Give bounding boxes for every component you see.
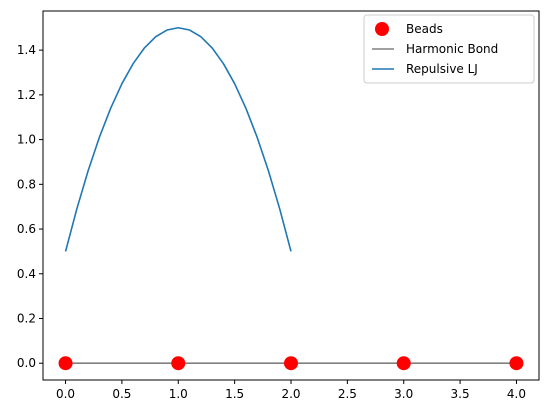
bead-marker — [171, 356, 186, 371]
legend-swatch-marker — [375, 22, 389, 36]
legend-label: Beads — [406, 22, 443, 36]
y-tick-label: 1.4 — [17, 43, 36, 57]
bead-marker — [509, 356, 524, 371]
y-tick-label: 0.6 — [17, 222, 36, 236]
x-tick-label: 0.5 — [112, 387, 131, 401]
x-axis: 0.0 0.5 1.0 1.5 2.0 2.5 3.0 3.5 4.0 — [56, 380, 526, 401]
x-tick-label: 2.0 — [281, 387, 300, 401]
bead-marker — [58, 356, 73, 371]
y-axis: 0.0 0.2 0.4 0.6 0.8 1.0 1.2 1.4 — [17, 43, 43, 370]
plot-area — [58, 26, 524, 371]
legend-box — [363, 14, 535, 84]
x-tick-label: 3.0 — [394, 387, 413, 401]
y-tick-label: 1.2 — [17, 88, 36, 102]
y-tick-label: 0.4 — [17, 267, 36, 281]
y-tick-label: 0.2 — [17, 312, 36, 326]
y-tick-label: 1.0 — [17, 133, 36, 147]
x-tick-label: 2.5 — [338, 387, 357, 401]
x-tick-label: 1.5 — [225, 387, 244, 401]
bead-marker — [284, 356, 298, 371]
legend-label: Repulsive LJ — [406, 62, 478, 76]
y-tick-label: 0.0 — [17, 356, 36, 370]
legend: Beads Harmonic Bond Repulsive LJ — [363, 14, 535, 84]
x-tick-label: 1.0 — [169, 387, 188, 401]
x-tick-label: 4.0 — [507, 387, 526, 401]
bead-marker — [396, 356, 411, 371]
series-line-repulsive-lj — [64, 26, 292, 252]
x-tick-label: 3.5 — [451, 387, 470, 401]
x-tick-label: 0.0 — [56, 387, 75, 401]
legend-label: Harmonic Bond — [406, 42, 498, 56]
y-tick-label: 0.8 — [17, 177, 36, 191]
